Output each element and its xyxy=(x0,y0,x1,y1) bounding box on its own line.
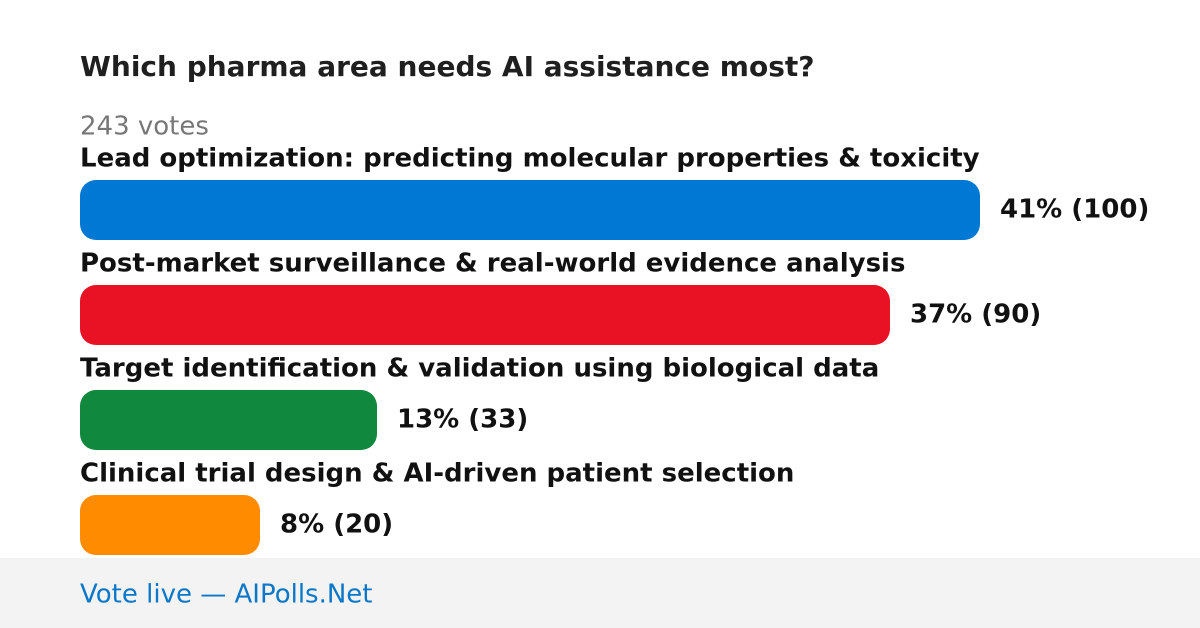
option-label: Post-market surveillance & real-world ev… xyxy=(80,249,905,279)
bar xyxy=(80,180,980,240)
bar xyxy=(80,285,890,345)
value-label: 13% (33) xyxy=(397,405,528,435)
value-label: 41% (100) xyxy=(1000,195,1149,225)
option-label: Clinical trial design & AI-driven patien… xyxy=(80,459,794,489)
footer-link[interactable]: Vote live — AIPolls.Net xyxy=(80,580,373,610)
poll-title: Which pharma area needs AI assistance mo… xyxy=(80,50,814,83)
footer-band xyxy=(0,558,1200,628)
value-label: 37% (90) xyxy=(910,300,1041,330)
option-label: Target identification & validation using… xyxy=(80,354,879,384)
bar xyxy=(80,495,260,555)
option-label: Lead optimization: predicting molecular … xyxy=(80,144,980,174)
bar xyxy=(80,390,377,450)
vote-count: 243 votes xyxy=(80,112,209,142)
value-label: 8% (20) xyxy=(280,510,393,540)
